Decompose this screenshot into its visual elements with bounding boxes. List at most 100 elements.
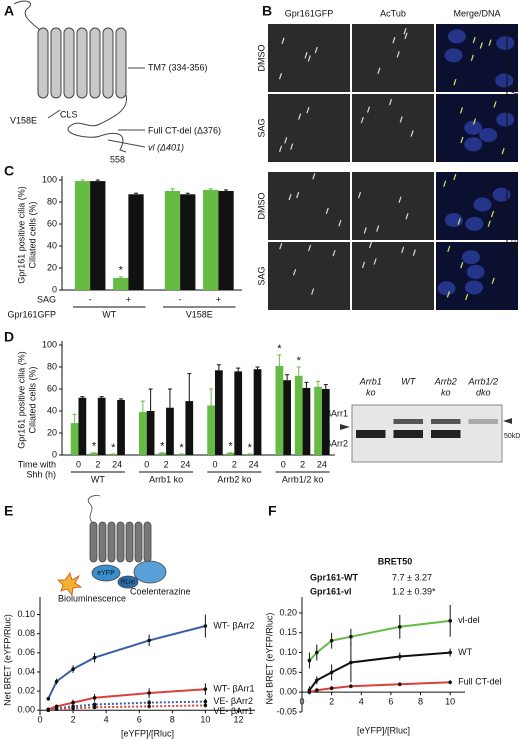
significance-mark: * (92, 441, 97, 453)
y-tick-label: 0.05 (279, 667, 297, 677)
n-terminus (13, 0, 41, 31)
cilium (488, 39, 492, 46)
tm-helix (98, 521, 107, 563)
y-tick-label: 0.10 (17, 609, 35, 619)
row-label: DMSO (256, 193, 266, 220)
x-tick-label: 12 (233, 715, 243, 725)
nucleus (465, 216, 484, 231)
data-point (203, 624, 208, 628)
vl-label: vl (Δ401) (148, 142, 184, 152)
data-point (349, 684, 353, 689)
bar (74, 181, 91, 290)
cilium (366, 106, 371, 113)
column-header: AcTub (380, 8, 406, 18)
nucleus (466, 264, 485, 279)
band-label: βArr1 (326, 408, 348, 418)
bar (117, 400, 125, 455)
y-tick-label: 0.04 (17, 666, 35, 676)
data-point (71, 667, 75, 671)
x-axis-label: [eYFP]/[Rluc] (357, 725, 410, 735)
data-point (71, 706, 75, 711)
leader (47, 109, 61, 119)
nucleus (473, 197, 492, 212)
lane-label: Arrb1 (359, 376, 382, 386)
column-header: Merge/DNA (453, 8, 500, 18)
data-point (147, 700, 151, 705)
rluc-shape (117, 575, 139, 589)
cilium (396, 51, 400, 58)
cilium (443, 180, 447, 187)
cilium (332, 249, 336, 257)
cilium (403, 28, 407, 35)
series-label: VE- βArr2 (213, 696, 253, 706)
nucleus (444, 48, 463, 63)
cilium (373, 258, 377, 265)
series-label: Full CT-del (458, 677, 502, 687)
group-label: Arrb1/2 ko (282, 474, 324, 484)
lane-label: WT (401, 376, 416, 386)
x-tick-label: 6 (388, 697, 393, 707)
row-label: SAG (256, 118, 266, 137)
nucleus (464, 120, 483, 135)
x-tick-label: + (216, 294, 221, 304)
x-tick-label: 6 (137, 715, 142, 725)
data-point (46, 696, 51, 701)
micrograph (352, 94, 434, 162)
bar (214, 370, 223, 455)
cilium (472, 118, 477, 125)
tm-helix (76, 27, 88, 99)
band-label: βArr2 (326, 438, 348, 448)
micrograph (268, 242, 350, 310)
cilium (401, 246, 405, 254)
nucleus (496, 112, 515, 127)
micrograph (352, 172, 434, 240)
nucleus (447, 29, 466, 44)
lane-label: Arrb2 (434, 376, 457, 386)
cilium (460, 136, 464, 144)
cilium (377, 67, 381, 74)
receptor-diagram (13, 0, 146, 153)
cilium (308, 244, 312, 252)
cilium (490, 210, 495, 218)
data-point (329, 670, 334, 675)
tm-helix (63, 27, 75, 99)
end-label: 558 (110, 154, 125, 164)
bar (146, 411, 155, 455)
bar (314, 386, 322, 455)
row-label: SAG (256, 266, 266, 285)
lane-label: ko (366, 387, 376, 397)
cilium (360, 116, 364, 124)
nucleus (479, 128, 498, 143)
group-label: Arrb2 ko (217, 474, 251, 484)
y-tick-label: 0.00 (17, 705, 35, 715)
band (393, 419, 423, 424)
y-tick-label: 0 (52, 284, 57, 294)
bar (78, 397, 87, 455)
x-tick-label: + (126, 294, 131, 304)
x-tick-label: 4 (104, 715, 109, 725)
panel-label: A (4, 3, 14, 19)
bar (275, 365, 284, 455)
x-tick-label: 2 (95, 459, 100, 469)
cilium (376, 225, 380, 232)
cilium (388, 98, 393, 106)
data-point (448, 650, 452, 655)
y-tick-label: 80 (47, 196, 57, 206)
y-axis-label: Gpr161 positive cilia (%) (16, 186, 26, 284)
micrograph (352, 242, 434, 310)
data-point (203, 687, 208, 691)
data-point (203, 699, 208, 704)
bar (207, 405, 215, 455)
y-tick-label: 80 (47, 361, 57, 371)
significance-mark: * (119, 265, 124, 277)
tm-helix (89, 27, 101, 99)
y-tick-label: 20 (47, 427, 57, 437)
bar (109, 453, 118, 455)
y-axis-label: Gpr161 positive cilia (%) (16, 351, 26, 449)
tm-helix (37, 27, 49, 99)
cilium (363, 227, 367, 234)
cilium (392, 36, 396, 44)
light-burst (57, 572, 83, 596)
micrograph (352, 24, 434, 92)
band-arrow (503, 418, 512, 424)
